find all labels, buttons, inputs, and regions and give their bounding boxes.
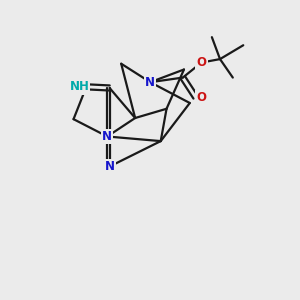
Text: NH: NH	[69, 80, 89, 93]
Text: N: N	[102, 130, 112, 143]
Text: O: O	[196, 56, 206, 69]
Text: N: N	[145, 76, 155, 89]
Text: N: N	[105, 160, 115, 173]
Text: O: O	[196, 91, 206, 104]
